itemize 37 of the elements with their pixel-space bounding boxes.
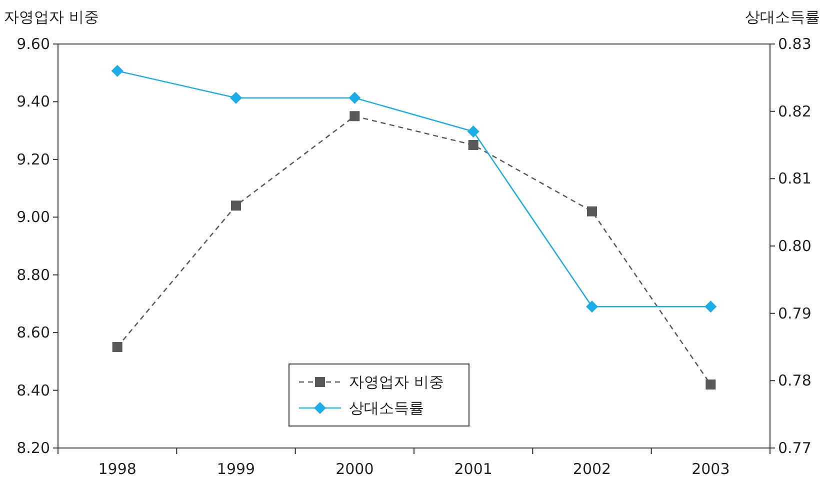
y2-tick-label: 0.79 <box>778 304 812 322</box>
y-tick-label: 8.40 <box>16 381 50 400</box>
y2-tick-label: 0.78 <box>778 372 812 390</box>
y-tick-label: 8.20 <box>16 439 50 457</box>
x-tick-label: 2002 <box>572 460 612 478</box>
x-tick-label: 2000 <box>336 460 374 478</box>
y2-tick-label: 0.80 <box>778 237 812 255</box>
legend-label: 자영업자 비중 <box>349 373 444 391</box>
x-tick-label: 1998 <box>98 460 136 478</box>
x-tick-label: 1999 <box>216 460 256 478</box>
x-tick-label: 2001 <box>454 460 492 478</box>
x-tick-label: 2003 <box>692 460 730 478</box>
point <box>586 300 598 313</box>
y2-tick-label: 0.82 <box>778 102 812 120</box>
point <box>587 206 597 216</box>
y2-tick-label: 0.77 <box>778 439 812 457</box>
point <box>231 200 241 211</box>
y-tick-label: 9.20 <box>16 150 50 168</box>
y-tick-label: 9.00 <box>16 208 50 226</box>
point <box>111 64 124 77</box>
point <box>468 140 478 150</box>
y-tick-label: 8.80 <box>16 266 50 284</box>
y-tick-label: 9.60 <box>16 35 50 53</box>
point <box>706 380 716 390</box>
point <box>112 342 122 352</box>
y2-tick-label: 0.83 <box>778 35 812 53</box>
y-tick-label: 9.40 <box>16 92 50 111</box>
point <box>704 300 717 313</box>
point <box>350 111 360 122</box>
legend-label: 상대소득률 <box>349 399 424 417</box>
point <box>230 92 242 104</box>
point <box>348 92 361 104</box>
y2-tick-label: 0.81 <box>778 170 812 188</box>
y-tick-label: 8.60 <box>16 324 50 342</box>
point <box>467 126 480 138</box>
y-axis-title: 자영업자 비중 <box>4 8 99 26</box>
y2-axis-title: 상대소득률 <box>745 8 820 26</box>
